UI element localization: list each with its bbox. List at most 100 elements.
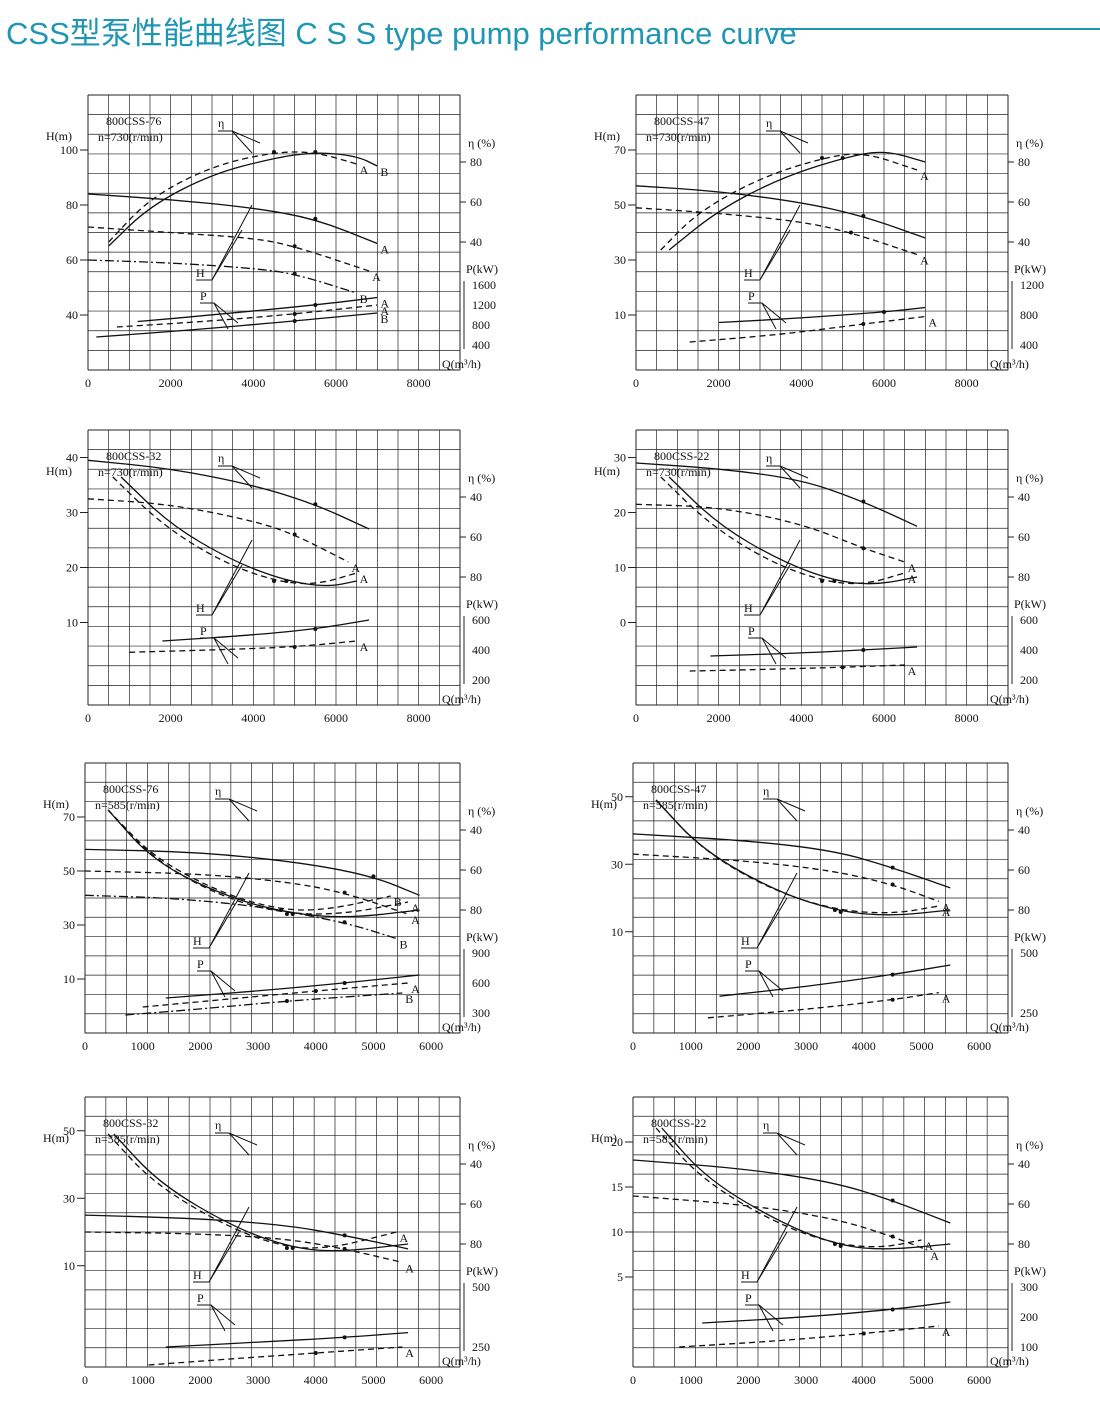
series-line-P — [707, 991, 939, 1019]
x-tick-label: 2000 — [707, 711, 731, 725]
x-tick-label: 0 — [85, 711, 91, 725]
p-axis-label: P(kW) — [1014, 930, 1046, 944]
duty-point — [313, 989, 318, 993]
p-tick-label: 400 — [1020, 338, 1038, 352]
h-tick-label: 50 — [63, 864, 75, 878]
eff-axis-label: η (%) — [468, 804, 495, 818]
series-line-eta — [668, 151, 926, 251]
speed-label: n=585(r/min) — [643, 1132, 708, 1146]
series-line-H — [87, 259, 357, 294]
series-label: B — [380, 312, 388, 326]
series-label: A — [360, 163, 369, 177]
duty-point — [284, 1246, 289, 1250]
x-tick-label: 0 — [633, 711, 639, 725]
series-line-H — [87, 193, 378, 245]
h-tick-label: 60 — [66, 253, 78, 267]
series-label: B — [380, 165, 388, 179]
series-label: A — [411, 901, 420, 915]
series-line-H — [635, 503, 905, 563]
p-tick-label: 100 — [1020, 1340, 1038, 1354]
series-line-P — [137, 296, 378, 323]
eff-tick-label: 40 — [470, 490, 482, 504]
p-tick-label: 800 — [472, 318, 490, 332]
series-line-eta — [661, 1127, 951, 1250]
x-tick-label: 8000 — [407, 376, 431, 390]
eff-tick-label: 60 — [470, 195, 482, 209]
eff-tick-label: 80 — [1018, 570, 1030, 584]
series-line-eta — [108, 152, 378, 247]
h-tick-label: 70 — [614, 143, 626, 157]
duty-point — [832, 579, 837, 583]
series-line-H — [635, 462, 918, 527]
eta-tag: η — [763, 1118, 769, 1132]
p-leader — [197, 1304, 236, 1332]
series-line-eta — [668, 476, 918, 585]
series-line-eta — [113, 1133, 409, 1252]
eta-tag: η — [218, 451, 224, 465]
series-line-H — [87, 459, 370, 530]
p-tag: P — [745, 957, 752, 971]
chart-1: 800CSS-76 n=730(r/min) H(m) 40 60 80 100 η (%) 4… — [46, 94, 498, 390]
p-tick-label: 800 — [1020, 308, 1038, 322]
duty-point — [342, 1233, 347, 1238]
eff-tick-label: 80 — [470, 1237, 482, 1251]
eff-tick-label: 40 — [470, 1157, 482, 1171]
p-tag: P — [200, 289, 207, 303]
eta-leader — [218, 465, 261, 489]
x-tick-label: 1000 — [679, 1039, 703, 1053]
eta-tag: η — [766, 451, 772, 465]
series-label: A — [380, 297, 389, 311]
p-tick-label: 600 — [1020, 613, 1038, 627]
h-tick-label: 80 — [66, 198, 78, 212]
series-line-P — [719, 964, 951, 997]
duty-point — [272, 579, 276, 583]
series-line-H — [632, 833, 951, 889]
model-label: 800CSS-22 — [654, 449, 709, 463]
h-tick-label: 100 — [60, 143, 78, 157]
p-leader — [745, 1304, 784, 1332]
p-tick-label: 250 — [472, 1340, 490, 1354]
page-header: CSS型泵性能曲线图 C S S type pump performance c… — [0, 0, 1100, 56]
eta-leader — [766, 130, 809, 154]
h-axis-label: H(m) — [46, 129, 72, 143]
series-line-eta — [655, 799, 939, 914]
eff-axis-label: η (%) — [1016, 471, 1043, 485]
chart-8: 800CSS-22 n=585(r/min) H(m) 5 10 15 20 η (%) 40 6… — [591, 1096, 1046, 1387]
duty-point — [848, 230, 853, 235]
x-axis-label: Q(m³/h) — [990, 1354, 1029, 1368]
p-leader — [748, 302, 787, 330]
series-line-eta — [107, 1133, 397, 1249]
p-tick-label: 1200 — [1020, 278, 1044, 292]
x-tick-label: 2000 — [736, 1373, 760, 1387]
grid — [635, 94, 1009, 371]
p-tick-label: 400 — [472, 643, 490, 657]
model-label: 800CSS-47 — [654, 114, 709, 128]
x-tick-label: 1000 — [131, 1039, 155, 1053]
grid — [84, 762, 461, 1034]
series-line-P — [116, 304, 378, 328]
h-tag: H — [741, 1268, 750, 1282]
h-leader — [744, 539, 801, 616]
x-axis-label: Q(m³/h) — [990, 357, 1029, 371]
p-tick-label: 500 — [1020, 946, 1038, 960]
h-leader — [741, 1206, 798, 1283]
h-tick-label: 5 — [617, 1270, 623, 1284]
h-tick-label: 20 — [614, 506, 626, 520]
x-axis-label: Q(m³/h) — [442, 357, 481, 371]
x-tick-label: 6000 — [872, 376, 896, 390]
x-tick-label: 3000 — [246, 1039, 270, 1053]
p-tick-label: 1600 — [472, 278, 496, 292]
x-tick-label: 6000 — [324, 376, 348, 390]
x-tick-label: 6000 — [419, 1039, 443, 1053]
x-axis-label: Q(m³/h) — [442, 1354, 481, 1368]
p-axis-label: P(kW) — [1014, 262, 1046, 276]
x-tick-label: 2000 — [736, 1039, 760, 1053]
duty-point — [371, 874, 376, 879]
eff-tick-label: 80 — [1018, 155, 1030, 169]
model-label: 800CSS-32 — [106, 449, 161, 463]
series-label: A — [380, 243, 389, 257]
series-label: A — [920, 254, 929, 268]
p-tick-label: 900 — [472, 946, 490, 960]
x-tick-label: 2000 — [188, 1373, 212, 1387]
h-tick-label: 10 — [614, 561, 626, 575]
